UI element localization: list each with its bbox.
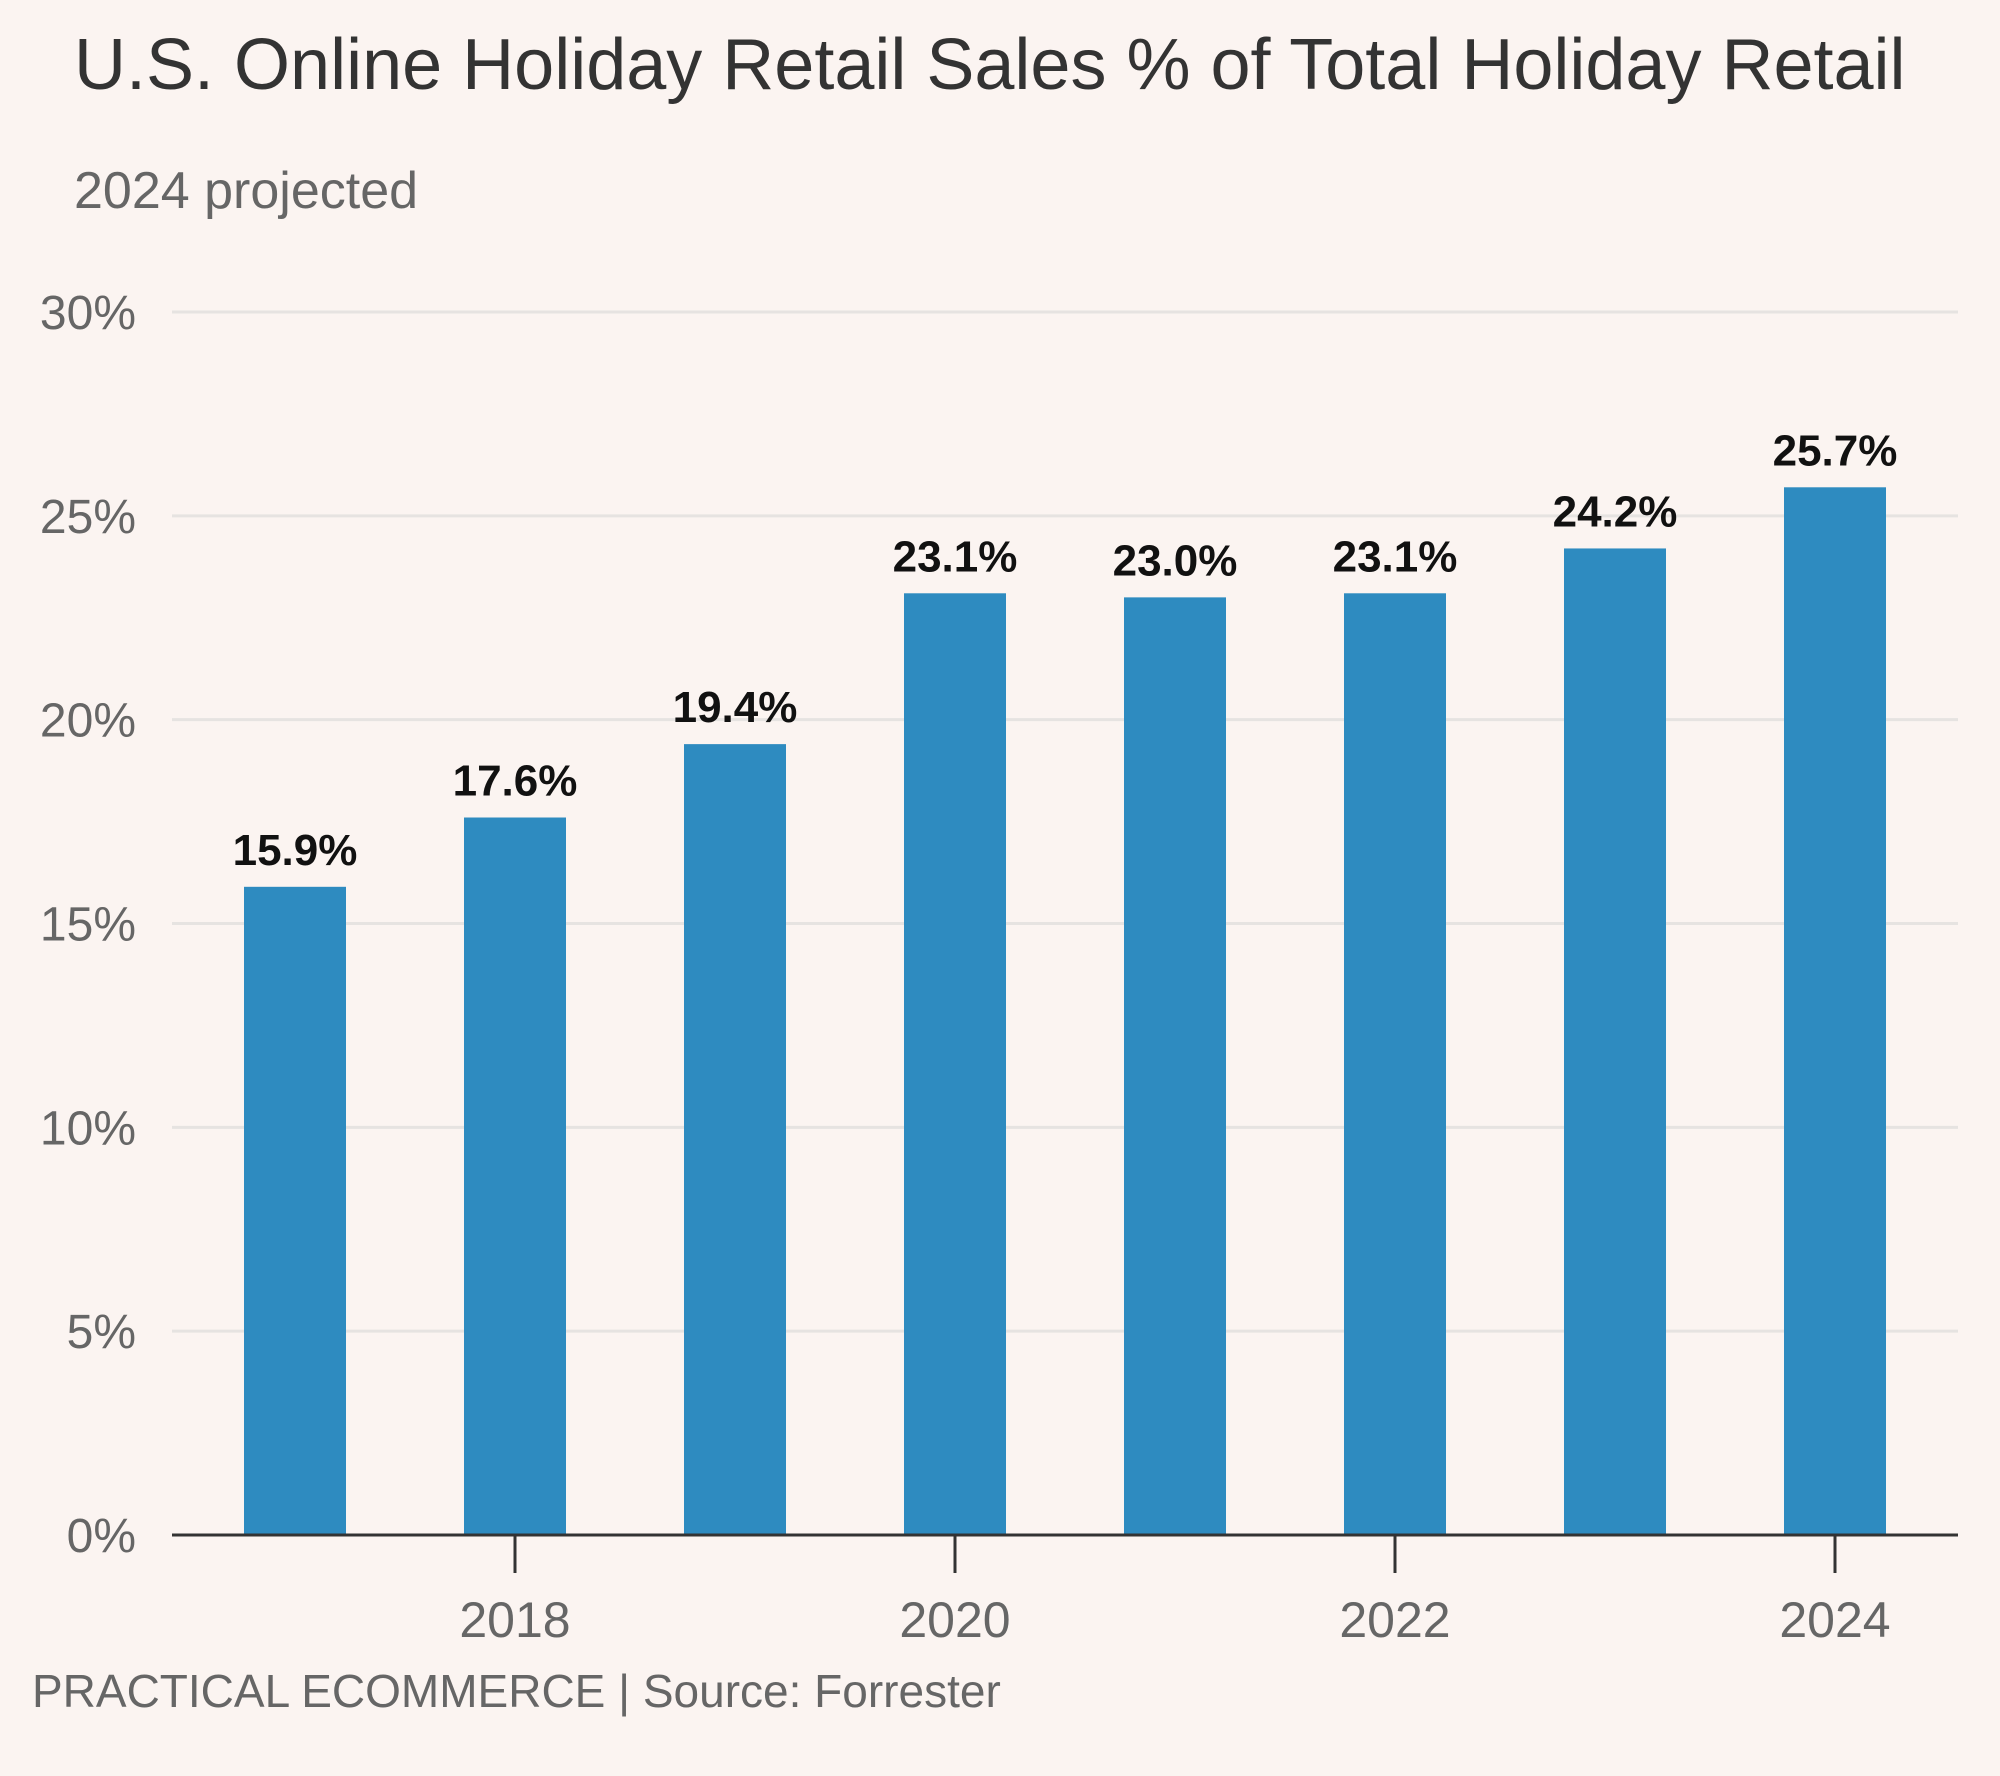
- data-label-2022: 23.1%: [1333, 532, 1458, 581]
- x-tick-label: 2022: [1339, 1592, 1450, 1648]
- y-tick-label: 15%: [40, 899, 136, 952]
- bar-2017: [244, 886, 346, 1535]
- data-label-2017: 15.9%: [233, 826, 358, 875]
- bar-2022: [1344, 593, 1446, 1535]
- bar-2020: [904, 593, 1006, 1535]
- y-tick-label: 30%: [40, 287, 136, 340]
- bar-2021: [1124, 597, 1226, 1535]
- chart-title: U.S. Online Holiday Retail Sales % of To…: [74, 25, 1906, 105]
- bar-2024: [1784, 487, 1886, 1536]
- data-label-2020: 23.1%: [893, 532, 1018, 581]
- data-label-2018: 17.6%: [453, 757, 578, 806]
- bars: [244, 487, 1886, 1536]
- x-tick-label: 2020: [899, 1592, 1010, 1648]
- bar-2019: [684, 744, 786, 1535]
- data-labels: 15.9% 17.6% 19.4% 23.1% 23.0% 23.1% 24.2% 25.7%: [233, 426, 1898, 875]
- x-tick-label: 2018: [459, 1592, 570, 1648]
- bar-2018: [464, 817, 566, 1535]
- y-tick-label: 10%: [40, 1102, 136, 1155]
- chart-footer: PRACTICAL ECOMMERCE | Source: Forrester: [32, 1665, 1001, 1717]
- y-tick-label: 20%: [40, 695, 136, 748]
- data-label-2024: 25.7%: [1773, 426, 1898, 475]
- x-tick-label: 2024: [1779, 1592, 1890, 1648]
- y-tick-label: 25%: [40, 491, 136, 544]
- bar-2023: [1564, 548, 1666, 1535]
- axes: 2018 2020 2022 2024: [172, 1533, 1958, 1648]
- data-label-2019: 19.4%: [673, 683, 798, 732]
- y-tick-label: 0%: [67, 1510, 136, 1563]
- y-tick-label: 5%: [67, 1306, 136, 1359]
- data-label-2021: 23.0%: [1113, 536, 1238, 585]
- data-label-2023: 24.2%: [1553, 487, 1678, 536]
- chart-subtitle: 2024 projected: [74, 162, 419, 220]
